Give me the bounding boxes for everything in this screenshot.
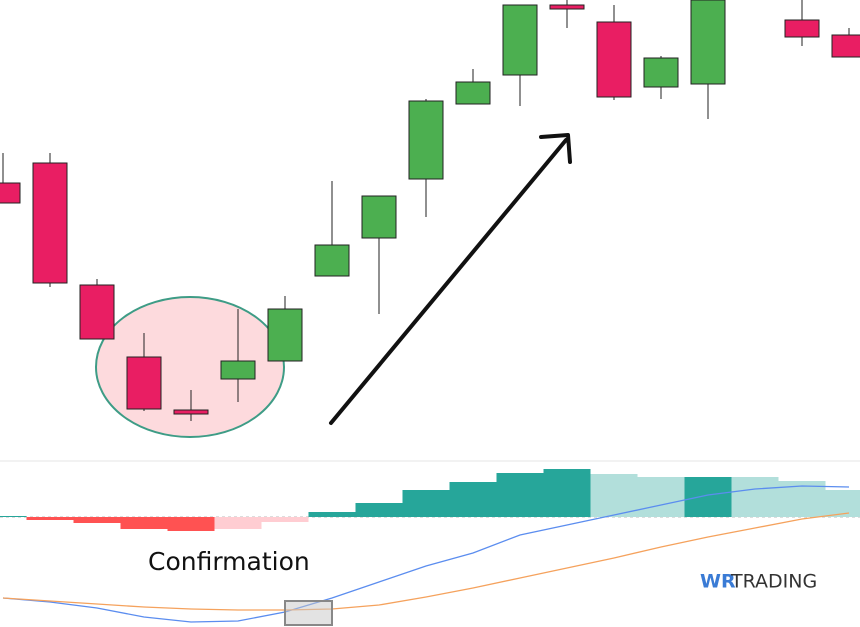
candle-body xyxy=(79,284,115,340)
histogram-bar xyxy=(496,473,544,517)
histogram-bar xyxy=(0,516,27,517)
candle-body xyxy=(361,195,397,239)
candle-body xyxy=(267,308,303,362)
candle-body xyxy=(831,34,860,58)
histogram-bar xyxy=(167,517,215,531)
histogram-bar xyxy=(214,517,262,529)
histogram-bar xyxy=(637,477,685,517)
annotation: Confirmation xyxy=(148,547,310,576)
histogram-bar xyxy=(731,477,779,517)
histogram-bar xyxy=(261,517,309,522)
highlight-ellipse xyxy=(95,296,285,438)
histogram-bar xyxy=(825,490,860,517)
histogram-bar xyxy=(73,517,121,523)
candle-body xyxy=(549,4,585,10)
candle-body xyxy=(408,100,444,180)
candle-body xyxy=(643,57,679,88)
crossover-box xyxy=(284,600,333,626)
histogram-bar xyxy=(684,477,732,517)
arrow-head xyxy=(539,133,572,164)
trend-arrow xyxy=(329,138,568,425)
candle-body xyxy=(220,360,256,380)
histogram-bar xyxy=(543,469,591,517)
histogram-bar xyxy=(308,512,356,517)
candle-body xyxy=(126,356,162,410)
candle-body xyxy=(32,162,68,284)
candle-body xyxy=(690,0,726,85)
histogram-bar xyxy=(26,517,74,520)
logo-brand: WR xyxy=(700,571,736,593)
histogram-bar xyxy=(120,517,168,529)
candle-body xyxy=(314,244,350,277)
indicator-line xyxy=(2,512,850,611)
histogram-bar xyxy=(449,482,497,517)
indicator-line xyxy=(2,485,850,623)
candle-body xyxy=(173,409,209,415)
histogram-bar xyxy=(590,474,638,517)
logo-text: TRADING xyxy=(730,571,817,593)
candle-body xyxy=(784,19,820,38)
candle-body xyxy=(0,182,21,204)
candle-body xyxy=(596,21,632,98)
candle-body xyxy=(455,81,491,105)
histogram-bar xyxy=(355,503,403,517)
histogram-bar xyxy=(402,490,450,517)
candle-body xyxy=(502,4,538,76)
